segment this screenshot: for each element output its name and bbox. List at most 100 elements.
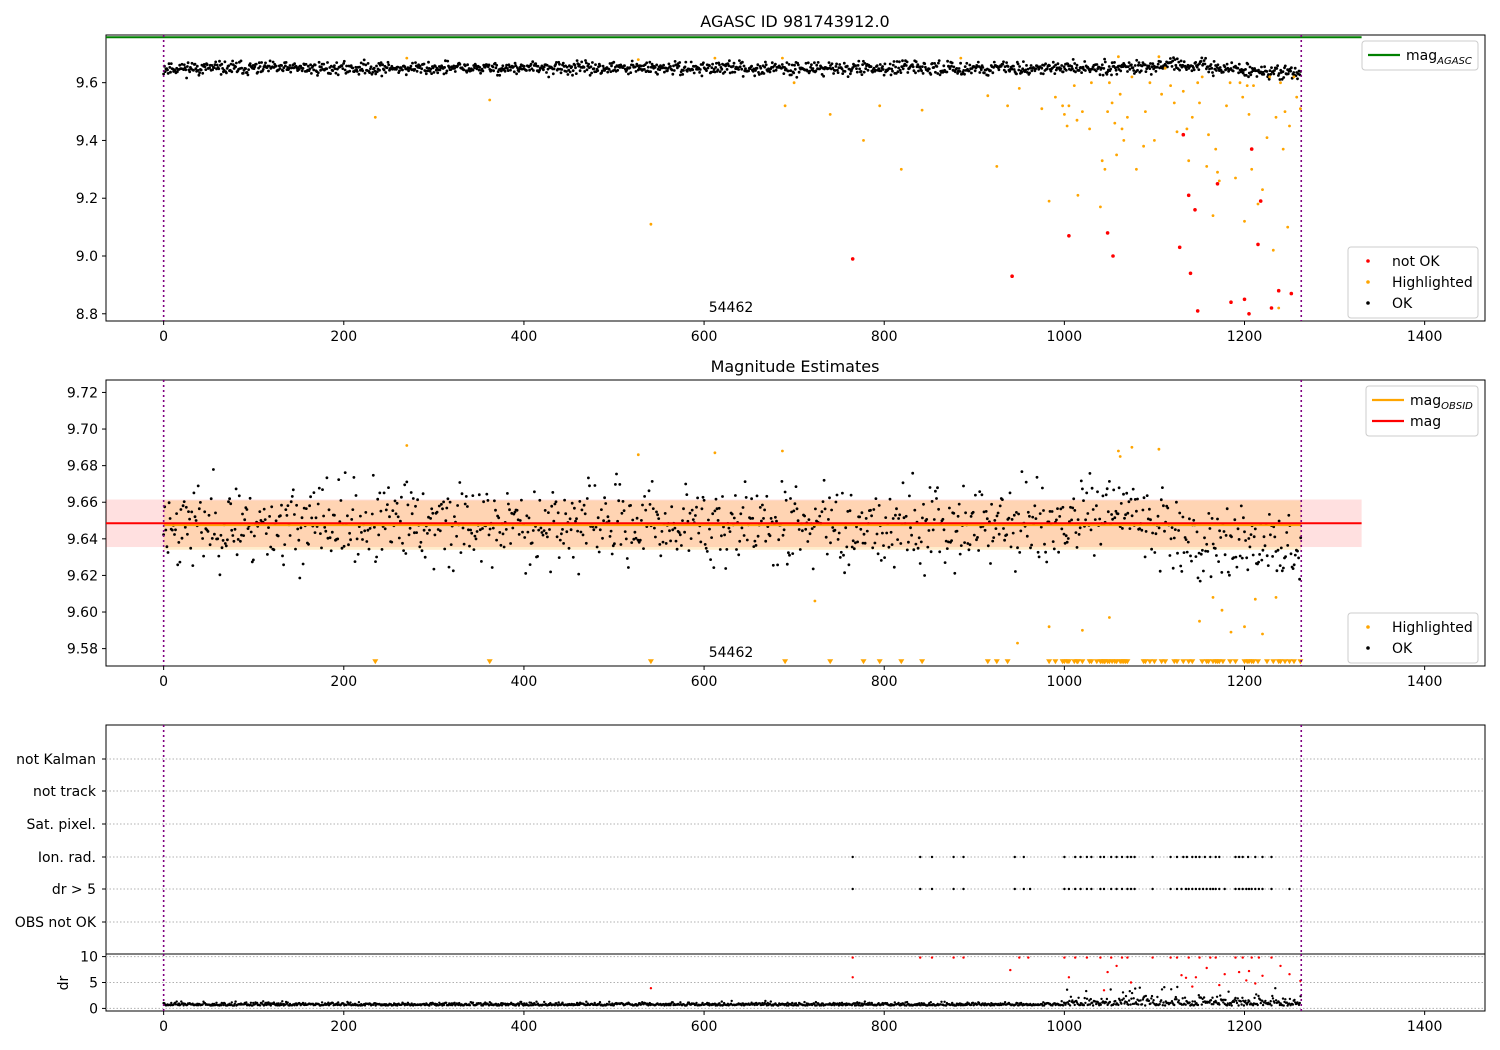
dr-ok-point <box>1112 1002 1116 1006</box>
ok-point <box>261 68 265 71</box>
y-tick-label: 9.68 <box>67 459 98 475</box>
ok-point <box>730 512 734 516</box>
ok-point <box>173 533 176 536</box>
dr-ok-point <box>345 1003 348 1007</box>
ok-point <box>653 66 657 69</box>
ok-point <box>834 65 838 68</box>
ok-point <box>308 67 312 71</box>
x-tick-label: 200 <box>330 674 357 690</box>
dr-ok-point <box>1127 1003 1130 1006</box>
highlighted-point <box>1211 214 1215 218</box>
ok-point <box>884 516 888 519</box>
ok-point <box>782 528 786 532</box>
ok-point <box>529 62 533 66</box>
ok-point <box>633 65 637 69</box>
ok-point <box>547 75 551 79</box>
ok-point <box>935 497 938 500</box>
ok-point <box>907 540 910 544</box>
ok-point <box>1268 513 1271 516</box>
ok-point <box>540 531 544 534</box>
x-tick-label: 600 <box>691 674 718 690</box>
dr-ok-point <box>1108 1000 1112 1004</box>
ok-point <box>608 535 612 538</box>
ok-point <box>185 76 189 80</box>
ok-point <box>284 61 288 64</box>
dr-ok-point <box>1140 1003 1144 1006</box>
ok-point <box>920 69 923 73</box>
ok-point <box>1272 72 1276 76</box>
flag-point <box>1214 887 1217 891</box>
ok-point <box>1102 67 1106 70</box>
ok-point <box>427 60 430 64</box>
plot-frame <box>105 34 1486 322</box>
ok-point <box>762 72 766 75</box>
ok-point <box>456 504 459 507</box>
not-ok-point <box>1193 208 1197 212</box>
dr-ok-point <box>249 1001 253 1004</box>
ok-point <box>620 511 624 515</box>
dr-not-ok-point <box>1261 974 1264 977</box>
ok-point <box>619 543 623 546</box>
ok-point <box>176 70 179 74</box>
not-ok-point <box>1177 245 1182 250</box>
ok-point <box>1247 75 1250 79</box>
dr-ok-point <box>222 1003 225 1007</box>
ok-point <box>378 63 382 67</box>
ok-point <box>1225 62 1229 66</box>
dr-ok-point <box>1285 1001 1289 1004</box>
ok-point <box>604 502 608 505</box>
flag-point <box>952 855 955 859</box>
ok-point <box>537 528 541 532</box>
ok-point <box>1179 564 1183 568</box>
ok-point <box>967 69 971 73</box>
ok-point <box>407 69 410 73</box>
highlighted-point <box>1256 202 1260 206</box>
ok-point <box>1284 555 1287 558</box>
ok-point <box>1003 65 1007 68</box>
ok-point <box>380 74 384 78</box>
dr-ok-point <box>1120 1002 1123 1005</box>
ok-point <box>1211 74 1215 78</box>
ok-point <box>747 69 750 73</box>
ok-point <box>565 65 569 69</box>
ok-point <box>741 506 745 509</box>
dr-ok-point <box>971 1001 975 1004</box>
ok-point <box>924 65 927 69</box>
ok-point <box>1044 62 1047 66</box>
ok-point <box>791 552 795 555</box>
dr-ok-point <box>1282 1004 1285 1007</box>
ok-point <box>271 60 275 64</box>
ok-point <box>916 63 920 67</box>
ok-point <box>1045 67 1049 71</box>
ok-point <box>1075 63 1079 67</box>
ok-point <box>551 72 555 76</box>
highlighted-point <box>995 165 999 168</box>
ok-point <box>347 543 350 547</box>
ok-point <box>1104 493 1108 497</box>
ok-point <box>1065 540 1069 544</box>
ok-point <box>1245 556 1249 560</box>
x-tick-label: 0 <box>159 674 168 690</box>
ok-point <box>306 64 310 68</box>
ok-point <box>1029 64 1033 67</box>
ok-point <box>720 534 723 538</box>
dr-ok-point <box>863 1000 867 1003</box>
highlighted-point <box>1016 641 1019 645</box>
ok-point <box>698 71 701 74</box>
ok-point <box>1029 546 1032 550</box>
ok-point <box>757 73 761 76</box>
dr-not-ok-point <box>919 956 922 959</box>
dr-not-ok-point <box>1106 970 1109 974</box>
ok-point <box>928 486 932 489</box>
ok-point <box>166 68 169 72</box>
ok-point <box>298 576 302 580</box>
highlighted-point <box>405 56 409 60</box>
dr-ok-point <box>1215 1001 1218 1004</box>
ok-point <box>590 71 593 75</box>
ok-point <box>1044 550 1047 554</box>
ok-point <box>787 63 791 66</box>
ok-point <box>793 67 797 71</box>
ok-point <box>1273 535 1277 539</box>
ok-point <box>1101 494 1105 498</box>
